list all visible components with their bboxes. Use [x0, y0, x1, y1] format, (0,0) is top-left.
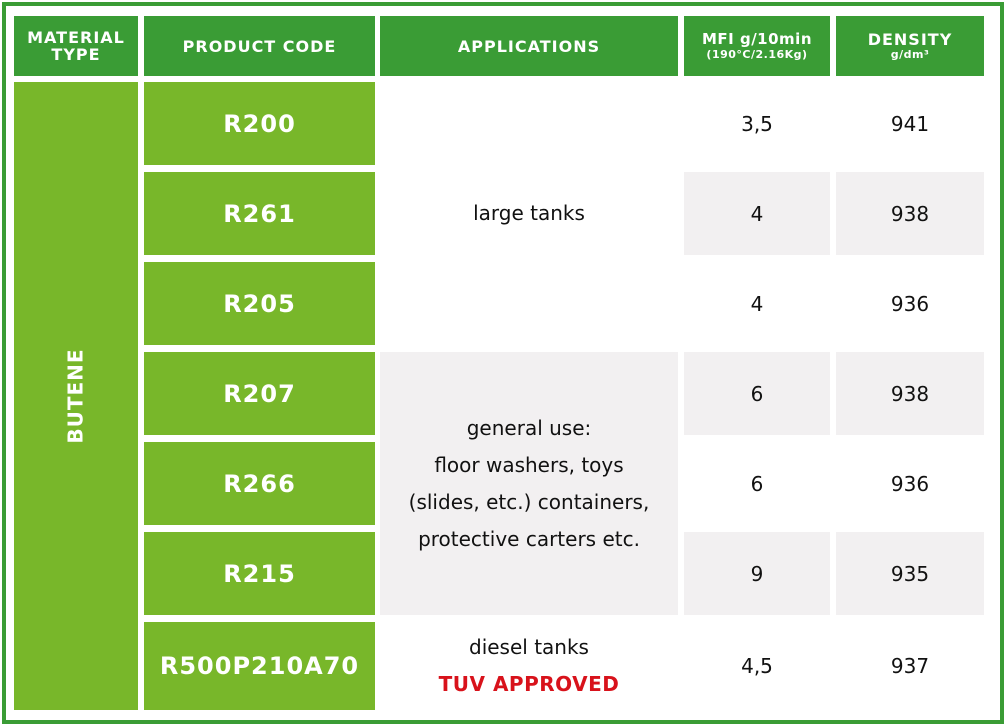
- header-applications-label: APPLICATIONS: [457, 36, 601, 56]
- product-code: R500P210A70: [159, 652, 360, 680]
- tuv-approved-label: TUV APPROVED: [438, 672, 620, 696]
- mfi-cell: 4: [684, 262, 830, 345]
- product-code-cell: R266: [144, 442, 375, 525]
- application-general-use: general use: floor washers, toys (slides…: [380, 352, 678, 615]
- application-diesel-tanks: diesel tanks TUV APPROVED: [380, 622, 678, 710]
- density-cell: 941: [836, 82, 984, 165]
- header-material-type: MATERIAL TYPE: [14, 16, 138, 76]
- material-type-label: BUTENE: [63, 348, 88, 444]
- application-large-tanks: large tanks: [380, 82, 678, 345]
- density-cell: 936: [836, 442, 984, 525]
- density-value: 936: [890, 291, 930, 316]
- density-cell: 937: [836, 622, 984, 710]
- mfi-value: 6: [750, 381, 764, 406]
- density-value: 937: [890, 654, 930, 678]
- application-text-line: (slides, etc.) containers,: [408, 489, 650, 514]
- header-mfi: MFI g/10min (190°C/2.16Kg): [684, 16, 830, 76]
- mfi-cell: 6: [684, 352, 830, 435]
- mfi-value: 4: [750, 291, 764, 316]
- header-mfi-unit: (190°C/2.16Kg): [706, 47, 808, 61]
- header-density-unit: g/dm³: [890, 47, 930, 61]
- product-code: R200: [223, 109, 296, 138]
- mfi-value: 3,5: [741, 111, 773, 136]
- header-product-code-label: PRODUCT CODE: [182, 36, 337, 56]
- density-value: 938: [890, 201, 930, 226]
- product-code: R205: [223, 289, 296, 318]
- product-code-cell: R500P210A70: [144, 622, 375, 710]
- application-text-line: floor washers, toys: [434, 452, 624, 477]
- header-product-code: PRODUCT CODE: [144, 16, 375, 76]
- mfi-cell: 4,5: [684, 622, 830, 710]
- material-type-cell: BUTENE: [14, 82, 138, 710]
- header-applications: APPLICATIONS: [380, 16, 678, 76]
- product-code: R261: [223, 199, 296, 228]
- header-density-label: DENSITY: [867, 29, 953, 49]
- product-code: R215: [223, 559, 296, 588]
- product-code-cell: R215: [144, 532, 375, 615]
- mfi-value: 9: [750, 561, 764, 586]
- density-cell: 938: [836, 172, 984, 255]
- application-text-line: protective carters etc.: [418, 526, 640, 551]
- mfi-cell: 9: [684, 532, 830, 615]
- header-density: DENSITY g/dm³: [836, 16, 984, 76]
- application-text-line: general use:: [466, 415, 592, 440]
- density-value: 936: [890, 471, 930, 496]
- product-code-cell: R205: [144, 262, 375, 345]
- mfi-cell: 6: [684, 442, 830, 525]
- product-code-cell: R200: [144, 82, 375, 165]
- product-code-cell: R207: [144, 352, 375, 435]
- product-code: R207: [223, 379, 296, 408]
- density-cell: 935: [836, 532, 984, 615]
- density-value: 941: [890, 111, 930, 136]
- mfi-cell: 3,5: [684, 82, 830, 165]
- application-text: large tanks: [473, 201, 585, 225]
- density-value: 938: [890, 381, 930, 406]
- product-code-cell: R261: [144, 172, 375, 255]
- mfi-value: 4,5: [741, 654, 773, 678]
- mfi-cell: 4: [684, 172, 830, 255]
- density-value: 935: [890, 561, 930, 586]
- mfi-value: 6: [750, 471, 764, 496]
- mfi-value: 4: [750, 201, 764, 226]
- header-material-type-label: MATERIAL TYPE: [27, 28, 125, 64]
- application-text: diesel tanks: [469, 635, 589, 659]
- density-cell: 938: [836, 352, 984, 435]
- product-code: R266: [223, 469, 296, 498]
- header-mfi-label: MFI g/10min: [701, 29, 813, 48]
- density-cell: 936: [836, 262, 984, 345]
